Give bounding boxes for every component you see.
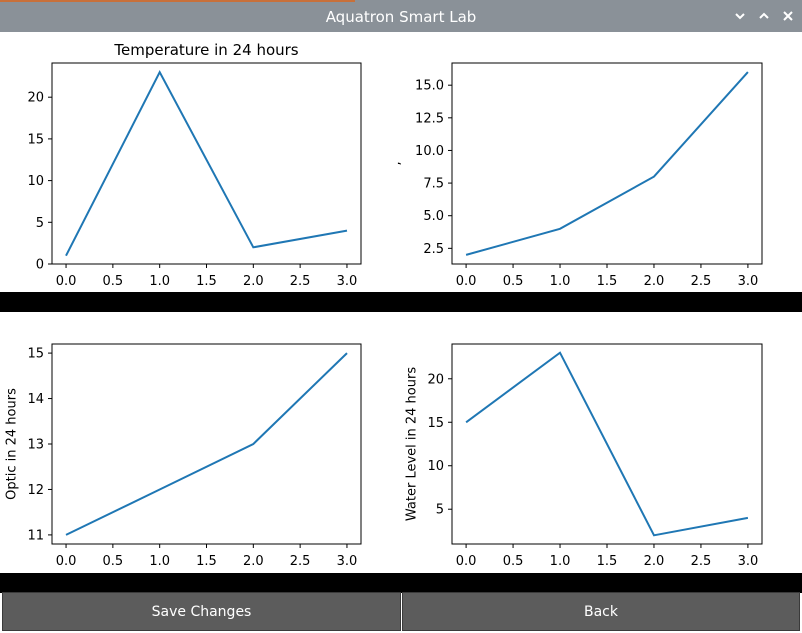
x-tick-label: 2.5	[290, 274, 311, 289]
x-tick-label: 2.0	[243, 274, 264, 289]
series-line	[465, 71, 749, 256]
y-axis-label: Optic in 24 hours	[5, 388, 20, 500]
x-tick-label: 2.5	[691, 554, 712, 569]
y-axis-label: Water Level in 24 hours	[405, 367, 420, 521]
y-tick-label: 0	[36, 258, 44, 273]
x-tick-label: 0.5	[103, 274, 124, 289]
y-tick-label: 20	[27, 91, 44, 106]
charts-canvas: 0.0 0.5 1.0 1.5 2.0 2.5 3.0 0 5 10 15 20 Temperature…	[5, 41, 763, 569]
x-tick-label: 2.0	[243, 554, 264, 569]
x-tick-label: 1.0	[149, 554, 170, 569]
save-changes-button[interactable]: Save Changes	[2, 592, 401, 631]
x-tick-label: 0.5	[503, 274, 524, 289]
y-tick-label: 10	[27, 174, 44, 189]
chart-title: Temperature in 24 hours	[113, 41, 298, 59]
plot-frame	[451, 62, 763, 265]
y-tick-label: 5	[36, 216, 44, 231]
x-tick-label: 2.5	[691, 274, 712, 289]
x-tick-label: 0.0	[56, 274, 77, 289]
x-tick-label: 2.5	[290, 554, 311, 569]
title-bar	[0, 0, 802, 32]
x-tick-label: 2.0	[644, 554, 665, 569]
x-tick-label: 1.5	[196, 554, 217, 569]
x-tick-label: 3.0	[738, 554, 759, 569]
y-tick-label: 12	[27, 483, 44, 498]
x-tick-label: 1.0	[550, 554, 571, 569]
y-tick-label: 15	[427, 416, 444, 431]
y-tick-label: 13	[27, 438, 44, 453]
plot-frame	[51, 62, 362, 265]
title-bar-accent	[0, 0, 355, 2]
chevron-down-icon[interactable]	[732, 8, 748, 24]
window-title: Aquatron Smart Lab	[325, 8, 477, 26]
plot-separator-bar	[0, 292, 802, 312]
plot-frame	[51, 343, 362, 545]
x-tick-label: 3.0	[337, 554, 358, 569]
x-tick-label: 2.0	[644, 274, 665, 289]
y-axis-label: ʼ	[397, 161, 412, 165]
x-tick-label: 1.5	[196, 274, 217, 289]
y-tick-label: 5.0	[423, 209, 444, 224]
series-line	[65, 70, 348, 257]
x-tick-label: 1.5	[597, 274, 618, 289]
chevron-up-icon[interactable]	[756, 8, 772, 24]
x-tick-label: 1.5	[597, 554, 618, 569]
x-tick-label: 1.0	[550, 274, 571, 289]
y-tick-label: 2.5	[423, 242, 444, 257]
y-tick-label: 5	[436, 503, 444, 518]
x-tick-label: 1.0	[149, 274, 170, 289]
y-tick-label: 7.5	[423, 177, 444, 192]
close-icon[interactable]	[780, 8, 796, 24]
y-tick-label: 12.5	[415, 111, 444, 126]
y-tick-label: 20	[427, 372, 444, 387]
back-button[interactable]: Back	[402, 592, 800, 631]
series-line	[465, 351, 749, 537]
x-tick-label: 0.5	[503, 554, 524, 569]
x-tick-label: 3.0	[738, 274, 759, 289]
y-tick-label: 10.0	[415, 144, 444, 159]
x-tick-label: 0.0	[56, 554, 77, 569]
x-tick-label: 3.0	[337, 274, 358, 289]
x-tick-label: 0.0	[456, 554, 477, 569]
y-tick-label: 14	[27, 392, 44, 407]
plots-area: 0.0 0.5 1.0 1.5 2.0 2.5 3.0 0 5 10 15 20 Temperature…	[0, 32, 802, 592]
series-line	[65, 352, 348, 536]
y-tick-label: 10	[427, 459, 444, 474]
x-tick-label: 0.5	[103, 554, 124, 569]
x-tick-label: 0.0	[456, 274, 477, 289]
y-tick-label: 11	[27, 528, 44, 543]
y-tick-label: 15	[27, 132, 44, 147]
y-tick-label: 15	[27, 347, 44, 362]
plot-separator-bar	[0, 573, 802, 593]
y-tick-label: 15.0	[415, 79, 444, 94]
